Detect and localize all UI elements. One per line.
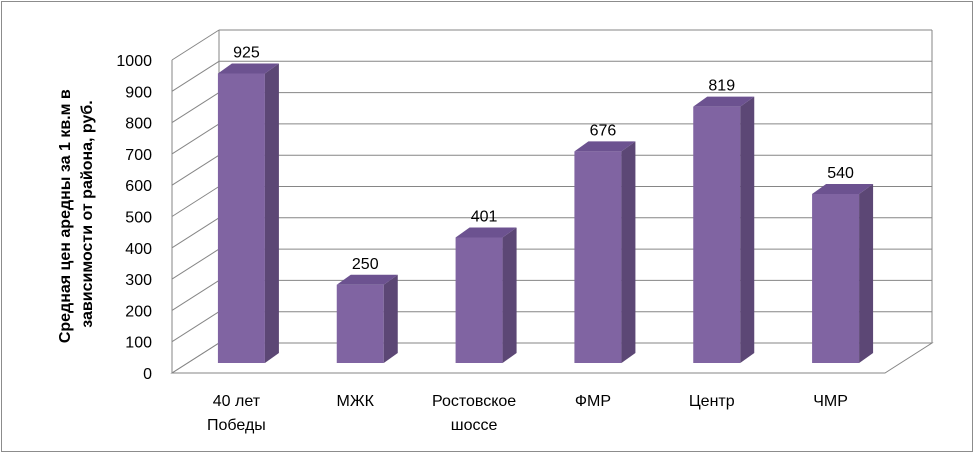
y-tick-label: 800 [125, 116, 152, 133]
bar-side [502, 227, 517, 363]
gridline-side [171, 248, 220, 280]
x-category-label: Центр [689, 393, 735, 410]
bar [574, 141, 636, 363]
x-category-label: МЖК [337, 393, 375, 410]
gridline-side [171, 186, 220, 217]
y-axis-title: Средная цен аредны за 1 кв.м в зависимос… [57, 85, 96, 343]
bar-front [574, 151, 622, 363]
data-label: 676 [590, 122, 617, 139]
y-tick-label: 100 [125, 335, 152, 352]
data-label: 401 [471, 208, 498, 225]
bar-side [383, 274, 398, 363]
bar [455, 227, 517, 363]
bar-front [812, 193, 860, 363]
bar-top [812, 183, 874, 194]
bar-top [693, 96, 755, 107]
data-label: 250 [352, 256, 379, 273]
bar-side [621, 141, 636, 363]
bar-side [859, 183, 874, 363]
gridline-side [171, 92, 220, 124]
bar-front [693, 106, 741, 363]
x-category-label: Ростовское шоссе [432, 393, 516, 434]
x-category-label: ФМР [575, 393, 611, 410]
data-label: 819 [708, 78, 735, 95]
bar-front [455, 237, 503, 363]
bar-front [336, 284, 384, 363]
gridline-side [171, 342, 220, 374]
bar-front [217, 73, 265, 363]
y-tick-label: 1000 [116, 53, 152, 70]
bar-top [574, 141, 636, 152]
bar-side [740, 96, 755, 363]
y-tick-label: 200 [125, 303, 152, 320]
bar [693, 96, 755, 363]
y-tick-label: 0 [143, 366, 152, 383]
bar-top [336, 274, 398, 285]
y-tick-label: 500 [125, 210, 152, 227]
bar-side [264, 63, 279, 363]
gridline-side [171, 154, 220, 186]
gridline-side [171, 279, 220, 311]
data-label: 540 [827, 165, 854, 182]
x-category-label: 40 лет Победы [207, 393, 266, 434]
data-labels: 925 250 401 676 819 540 [233, 44, 854, 272]
gridline-side [171, 29, 220, 61]
gridline-side [171, 311, 220, 343]
x-category-label: ЧМР [813, 393, 848, 410]
bar [217, 63, 279, 363]
y-axis-title-line1: Средная цен аредны за 1 кв.м в [57, 89, 74, 343]
y-tick-label: 300 [125, 272, 152, 289]
y-tick-label: 700 [125, 147, 152, 164]
bars [217, 63, 874, 363]
y-tick-label: 400 [125, 241, 152, 258]
y-tick-label: 900 [125, 84, 152, 101]
y-tick-label: 600 [125, 178, 152, 195]
y-axis-title-line2: зависимости от района, руб. [79, 100, 96, 327]
bar-top [455, 227, 517, 238]
gridline-side [171, 217, 220, 249]
bar [336, 274, 398, 363]
gridline-side [171, 123, 220, 155]
gridline-side [171, 60, 220, 92]
bar-top [217, 63, 279, 74]
bar [812, 183, 874, 363]
y-axis-ticks: 0 100 200 300 400 500 600 700 800 900 1000 [116, 53, 152, 383]
data-label: 925 [233, 44, 260, 61]
x-axis-categories: 40 лет Победы МЖК Ростовское шоссе ФМР Центр ЧМ… [207, 393, 848, 434]
